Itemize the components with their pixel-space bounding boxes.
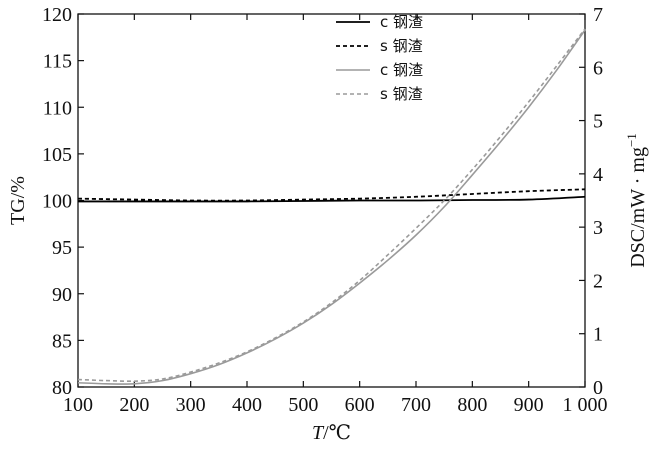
y-right-tick-label: 3 — [593, 217, 603, 239]
y-right-tick-label: 0 — [593, 377, 603, 399]
x-tick-label: 700 — [401, 394, 431, 416]
axes: 100 200 300 400 500 600 700 800 900 1 000 80 85 90 95… — [7, 4, 649, 444]
x-tick-label: 900 — [514, 394, 544, 416]
series-layer — [77, 28, 586, 385]
y-right-axis-title: DSC/mW · mg−1 — [624, 133, 649, 268]
y-left-tick-label: 80 — [52, 377, 72, 399]
y-left-tick-label: 120 — [42, 4, 72, 26]
x-tick-label: 800 — [457, 394, 487, 416]
y-right-axis-title-superscript: −1 — [624, 133, 639, 147]
x-axis-title: T/℃ — [312, 422, 351, 444]
y-right-tick-label: 5 — [593, 111, 603, 133]
legend-label: c 钢渣 — [380, 13, 423, 31]
legend: c 钢渣 s 钢渣 c 钢渣 s 钢渣 — [336, 13, 423, 103]
y-left-tick-label: 100 — [42, 191, 72, 213]
x-axis-title-unit: /℃ — [323, 422, 351, 444]
y-right-tick-label: 4 — [593, 164, 603, 186]
x-tick-label: 200 — [119, 394, 149, 416]
x-tick-label: 300 — [176, 394, 206, 416]
y-left-tick-label: 90 — [52, 284, 72, 306]
y-right-tick-label: 2 — [593, 270, 603, 292]
legend-label: s 钢渣 — [380, 85, 423, 103]
series-line-1 — [77, 188, 586, 202]
x-tick-label: 100 — [63, 394, 93, 416]
y-left-axis-title: TG/% — [7, 176, 29, 225]
y-left-tick-label: 105 — [42, 144, 72, 166]
series-line-0 — [77, 195, 586, 203]
y-left-tick-label: 110 — [43, 97, 72, 119]
x-tick-label: 400 — [232, 394, 262, 416]
y-left-tick-label: 95 — [52, 237, 72, 259]
legend-label: s 钢渣 — [380, 37, 423, 55]
y-left-tick-label: 85 — [52, 330, 72, 352]
x-tick-label: 600 — [345, 394, 375, 416]
y-right-tick-label: 6 — [593, 57, 603, 79]
series-line-2 — [77, 29, 586, 385]
x-tick-label: 1 000 — [563, 394, 608, 416]
y-left-tick-label: 115 — [43, 51, 72, 73]
x-tick-label: 500 — [288, 394, 318, 416]
legend-label: c 钢渣 — [380, 61, 423, 79]
series-line-3 — [77, 28, 586, 383]
y-right-tick-label: 7 — [593, 4, 603, 26]
y-right-tick-label: 1 — [593, 324, 603, 346]
y-right-axis-title-main: DSC/mW · mg — [627, 147, 649, 268]
x-axis-title-variable: T — [312, 422, 325, 444]
